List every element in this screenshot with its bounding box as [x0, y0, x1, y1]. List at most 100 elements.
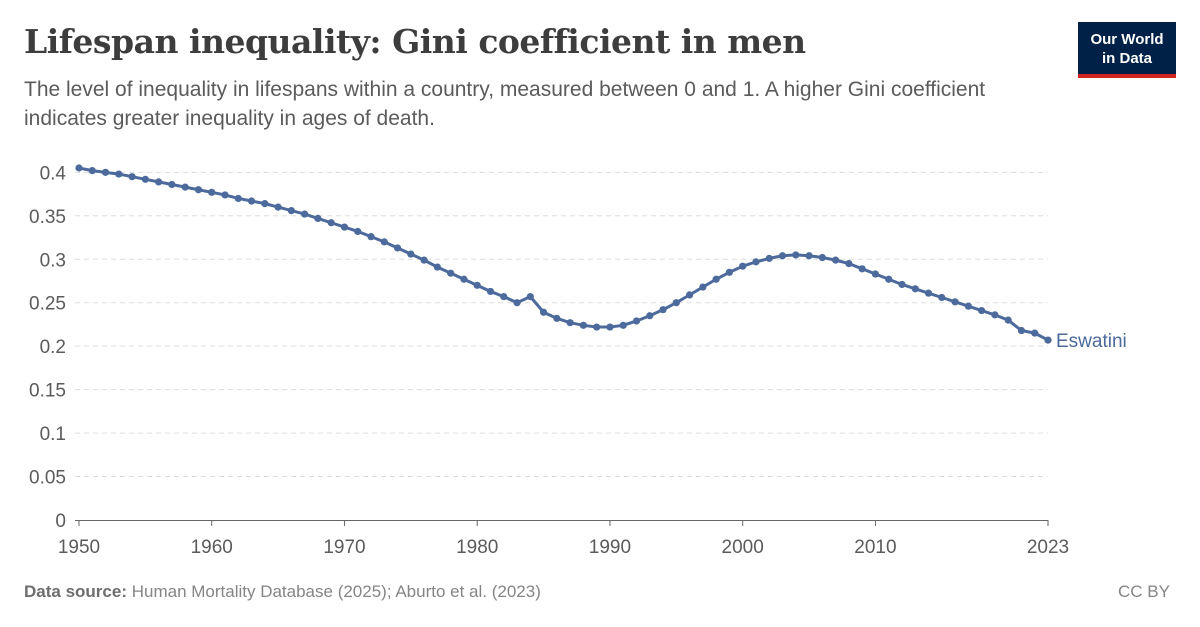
- data-point: [340, 223, 349, 231]
- data-point: [885, 275, 893, 283]
- y-tick-label: 0: [55, 511, 66, 532]
- data-point: [301, 210, 309, 218]
- license-link[interactable]: CC BY: [1118, 582, 1170, 601]
- data-point: [181, 183, 189, 191]
- data-point: [128, 173, 136, 181]
- data-point: [500, 293, 508, 301]
- data-point: [234, 194, 242, 203]
- data-point: [447, 269, 455, 277]
- data-point: [261, 200, 269, 208]
- data-point: [685, 291, 694, 299]
- data-point: [938, 293, 946, 302]
- data-point: [460, 275, 468, 283]
- data-point: [832, 256, 840, 264]
- data-point: [486, 287, 495, 296]
- y-tick-label: 0.1: [40, 424, 66, 445]
- data-point: [646, 312, 654, 320]
- y-tick-label: 0.05: [29, 468, 66, 489]
- data-point: [1044, 336, 1052, 344]
- data-point: [75, 164, 83, 172]
- data-point: [155, 178, 163, 186]
- data-point: [858, 265, 866, 273]
- data-point: [778, 252, 787, 260]
- data-point: [964, 302, 972, 310]
- data-point: [287, 206, 295, 215]
- data-point: [1031, 329, 1039, 337]
- x-tick-label: 2023: [1027, 537, 1069, 558]
- chart-subtitle: The level of inequality in lifespans wit…: [24, 78, 986, 130]
- data-point: [579, 321, 588, 329]
- data-point: [1017, 326, 1026, 335]
- data-point: [101, 168, 110, 176]
- data-point: [712, 275, 720, 283]
- series-label: Eswatini: [1056, 331, 1127, 352]
- y-tick-label: 0.4: [40, 163, 67, 184]
- data-point: [327, 219, 335, 227]
- data-point: [274, 203, 282, 211]
- data-point: [168, 180, 176, 189]
- data-point: [566, 319, 574, 327]
- data-point: [924, 289, 933, 297]
- y-tick-label: 0.35: [29, 207, 66, 228]
- data-point: [699, 283, 707, 291]
- x-tick-label: 1970: [323, 537, 365, 558]
- logo-line-1: Our World: [1090, 31, 1164, 48]
- data-source-text: Human Mortality Database (2025); Aburto …: [131, 582, 541, 601]
- data-point: [393, 244, 402, 252]
- data-point: [194, 186, 203, 194]
- x-tick-label: 2010: [854, 537, 896, 558]
- data-point: [526, 293, 534, 301]
- logo-line-2: in Data: [1101, 50, 1152, 67]
- data-point: [845, 260, 853, 268]
- data-point: [513, 299, 521, 307]
- data-point: [141, 175, 149, 183]
- data-point: [752, 258, 760, 266]
- x-tick-label: 1950: [58, 537, 100, 558]
- data-point: [88, 167, 96, 175]
- owid-logo[interactable]: Our World in Data: [1078, 22, 1176, 78]
- data-point: [632, 317, 641, 325]
- data-source-label: Data source:: [24, 582, 127, 601]
- y-tick-label: 0.3: [40, 250, 66, 271]
- y-tick-label: 0.25: [29, 294, 66, 315]
- y-tick-label: 0.15: [29, 381, 66, 402]
- data-point: [115, 170, 123, 178]
- data-point: [871, 270, 880, 278]
- data-point: [407, 250, 415, 258]
- x-tick-label: 1960: [191, 537, 233, 558]
- data-point: [1004, 316, 1012, 324]
- data-point: [553, 314, 561, 322]
- data-point: [991, 311, 999, 319]
- data-point: [898, 280, 906, 289]
- data-point: [208, 188, 216, 196]
- data-point: [725, 268, 734, 276]
- data-point: [619, 321, 627, 329]
- chart-title: Lifespan inequality: Gini coefficient in…: [24, 22, 806, 61]
- data-point: [221, 191, 229, 199]
- x-tick-label: 1980: [456, 537, 498, 558]
- data-point: [367, 233, 375, 241]
- data-point: [473, 281, 481, 289]
- data-point: [606, 323, 614, 331]
- data-point: [314, 214, 322, 223]
- data-point: [539, 308, 548, 316]
- data-point: [420, 256, 428, 264]
- data-point: [978, 306, 986, 315]
- data-point: [593, 323, 601, 331]
- data-point: [433, 263, 441, 271]
- data-source: Data source: Human Mortality Database (2…: [24, 582, 541, 602]
- data-point: [354, 227, 362, 236]
- data-point: [792, 251, 800, 259]
- data-point: [951, 298, 959, 306]
- x-tick-label: 1990: [589, 537, 631, 558]
- data-point: [911, 285, 919, 293]
- y-tick-label: 0.2: [40, 337, 66, 358]
- data-point: [739, 262, 747, 270]
- x-tick-label: 2000: [722, 537, 764, 558]
- data-point: [672, 299, 680, 307]
- data-point: [805, 252, 813, 260]
- data-point: [659, 306, 667, 314]
- data-point: [247, 197, 256, 205]
- data-point: [380, 238, 388, 246]
